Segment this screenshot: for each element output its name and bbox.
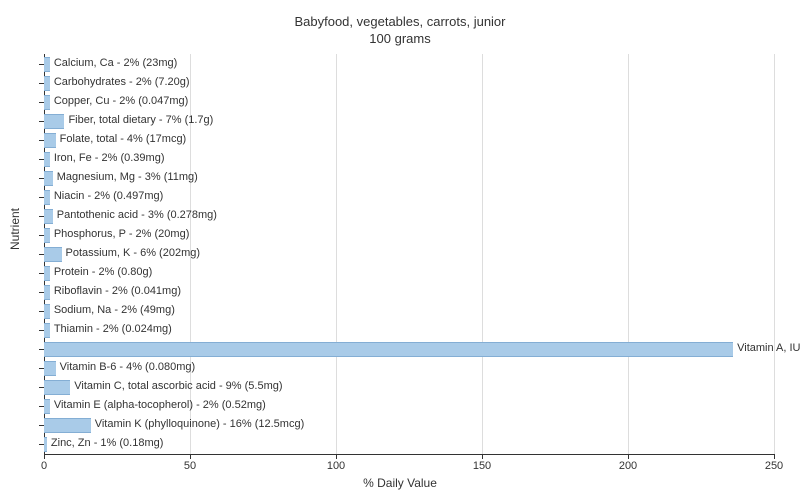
nutrient-label: Vitamin C, total ascorbic acid - 9% (5.5… <box>74 380 282 393</box>
x-axis-label: % Daily Value <box>0 476 800 490</box>
nutrient-bar <box>44 114 64 129</box>
nutrient-bar <box>44 152 50 167</box>
nutrient-bar <box>44 57 50 72</box>
nutrient-bar <box>44 418 91 433</box>
nutrient-bar <box>44 361 56 376</box>
nutrient-label: Thiamin - 2% (0.024mg) <box>54 323 172 336</box>
nutrient-label: Zinc, Zn - 1% (0.18mg) <box>51 437 163 450</box>
plot-area: 050100150200250Calcium, Ca - 2% (23mg)Ca… <box>44 54 774 454</box>
nutrient-bar <box>44 437 47 452</box>
nutrient-row: Zinc, Zn - 1% (0.18mg) <box>44 434 774 453</box>
nutrient-row: Vitamin A, IU - 236% (11810IU) <box>44 339 774 358</box>
nutrient-label: Vitamin A, IU - 236% (11810IU) <box>737 342 800 355</box>
nutrient-bar <box>44 323 50 338</box>
nutrient-row: Calcium, Ca - 2% (23mg) <box>44 54 774 73</box>
x-tick-mark <box>482 454 483 459</box>
x-tick-mark <box>336 454 337 459</box>
nutrient-bar <box>44 76 50 91</box>
x-tick-label: 100 <box>327 460 345 472</box>
nutrient-bar <box>44 190 50 205</box>
x-tick-mark <box>44 454 45 459</box>
nutrient-label: Copper, Cu - 2% (0.047mg) <box>54 95 189 108</box>
chart-title-line2: 100 grams <box>0 31 800 46</box>
nutrient-bar <box>44 95 50 110</box>
nutrient-bar <box>44 209 53 224</box>
x-tick-mark <box>774 454 775 459</box>
nutrient-label: Folate, total - 4% (17mcg) <box>60 133 187 146</box>
nutrient-row: Riboflavin - 2% (0.041mg) <box>44 282 774 301</box>
nutrient-label: Sodium, Na - 2% (49mg) <box>54 304 175 317</box>
nutrient-bar <box>44 342 733 357</box>
chart-container: Babyfood, vegetables, carrots, junior 10… <box>0 0 800 500</box>
nutrient-bar <box>44 133 56 148</box>
x-tick-label: 200 <box>619 460 637 472</box>
nutrient-row: Magnesium, Mg - 3% (11mg) <box>44 168 774 187</box>
nutrient-label: Phosphorus, P - 2% (20mg) <box>54 228 190 241</box>
x-tick-mark <box>628 454 629 459</box>
nutrient-label: Protein - 2% (0.80g) <box>54 266 152 279</box>
x-axis-line <box>44 454 774 455</box>
nutrient-row: Copper, Cu - 2% (0.047mg) <box>44 92 774 111</box>
nutrient-row: Niacin - 2% (0.497mg) <box>44 187 774 206</box>
nutrient-label: Vitamin B-6 - 4% (0.080mg) <box>60 361 196 374</box>
nutrient-row: Sodium, Na - 2% (49mg) <box>44 301 774 320</box>
chart-title-line1: Babyfood, vegetables, carrots, junior <box>0 14 800 29</box>
nutrient-bar <box>44 266 50 281</box>
nutrient-label: Fiber, total dietary - 7% (1.7g) <box>68 114 213 127</box>
nutrient-label: Calcium, Ca - 2% (23mg) <box>54 57 177 70</box>
nutrient-row: Vitamin B-6 - 4% (0.080mg) <box>44 358 774 377</box>
nutrient-row: Fiber, total dietary - 7% (1.7g) <box>44 111 774 130</box>
nutrient-row: Protein - 2% (0.80g) <box>44 263 774 282</box>
nutrient-row: Vitamin E (alpha-tocopherol) - 2% (0.52m… <box>44 396 774 415</box>
y-axis-label: Nutrient <box>8 208 22 250</box>
nutrient-row: Thiamin - 2% (0.024mg) <box>44 320 774 339</box>
nutrient-row: Iron, Fe - 2% (0.39mg) <box>44 149 774 168</box>
nutrient-bar <box>44 285 50 300</box>
nutrient-label: Potassium, K - 6% (202mg) <box>66 247 201 260</box>
nutrient-label: Niacin - 2% (0.497mg) <box>54 190 163 203</box>
nutrient-row: Phosphorus, P - 2% (20mg) <box>44 225 774 244</box>
x-tick-mark <box>190 454 191 459</box>
nutrient-label: Magnesium, Mg - 3% (11mg) <box>57 171 198 184</box>
nutrient-row: Potassium, K - 6% (202mg) <box>44 244 774 263</box>
nutrient-row: Pantothenic acid - 3% (0.278mg) <box>44 206 774 225</box>
nutrient-label: Vitamin K (phylloquinone) - 16% (12.5mcg… <box>95 418 305 431</box>
nutrient-label: Pantothenic acid - 3% (0.278mg) <box>57 209 217 222</box>
gridline <box>774 54 775 454</box>
nutrient-row: Vitamin K (phylloquinone) - 16% (12.5mcg… <box>44 415 774 434</box>
nutrient-row: Vitamin C, total ascorbic acid - 9% (5.5… <box>44 377 774 396</box>
nutrient-label: Iron, Fe - 2% (0.39mg) <box>54 152 165 165</box>
nutrient-bar <box>44 399 50 414</box>
x-tick-label: 0 <box>41 460 47 472</box>
x-tick-label: 50 <box>184 460 196 472</box>
nutrient-row: Folate, total - 4% (17mcg) <box>44 130 774 149</box>
x-tick-label: 250 <box>765 460 783 472</box>
nutrient-bar <box>44 228 50 243</box>
nutrient-bar <box>44 171 53 186</box>
nutrient-bar <box>44 304 50 319</box>
nutrient-label: Vitamin E (alpha-tocopherol) - 2% (0.52m… <box>54 399 266 412</box>
nutrient-row: Carbohydrates - 2% (7.20g) <box>44 73 774 92</box>
nutrient-label: Riboflavin - 2% (0.041mg) <box>54 285 181 298</box>
nutrient-label: Carbohydrates - 2% (7.20g) <box>54 76 190 89</box>
x-tick-label: 150 <box>473 460 491 472</box>
nutrient-bar <box>44 380 70 395</box>
nutrient-bar <box>44 247 62 262</box>
